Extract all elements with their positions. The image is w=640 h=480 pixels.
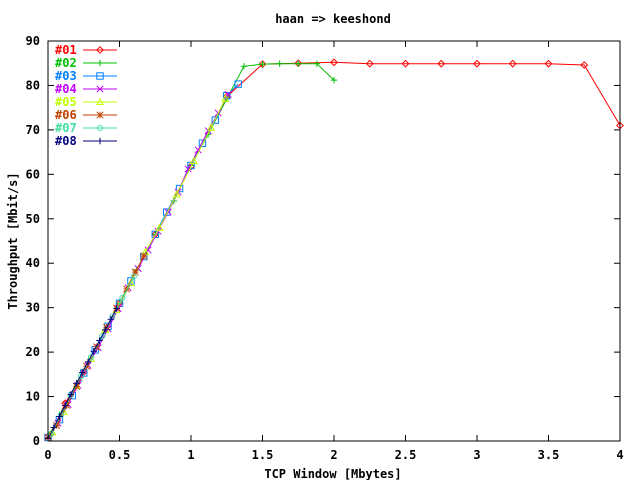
data-point: [198, 139, 207, 147]
x-tick-label: 2: [330, 448, 337, 462]
y-tick-label: 30: [26, 301, 40, 315]
y-tick-label: 40: [26, 256, 40, 270]
data-point: [544, 59, 553, 68]
series-8: [44, 305, 120, 442]
y-tick-label: 10: [26, 390, 40, 404]
data-point: [276, 60, 283, 67]
x-tick-label: 2.5: [395, 448, 417, 462]
legend-marker: [96, 124, 104, 132]
data-point: [90, 348, 97, 355]
legend-label: #07: [55, 121, 77, 135]
legend-label: #04: [55, 82, 77, 96]
data-point: [330, 58, 338, 67]
y-axis-title: Throughput [Mbit/s]: [6, 172, 20, 309]
y-tick-label: 80: [26, 78, 40, 92]
x-tick-label: 0.5: [109, 448, 131, 462]
data-point: [57, 412, 64, 419]
data-point: [189, 156, 198, 165]
x-tick-label: 1.5: [252, 448, 274, 462]
data-point: [437, 59, 446, 68]
data-point: [206, 123, 216, 131]
data-point: [184, 165, 192, 173]
data-point: [56, 413, 63, 420]
legend-label: #03: [55, 69, 77, 83]
legend-marker: [96, 137, 104, 145]
legend-label: #02: [55, 56, 77, 70]
data-point: [580, 61, 589, 69]
legend-label: #05: [55, 95, 77, 109]
legend: #01#02#03#04#05#06#07#08: [55, 43, 117, 148]
data-point: [119, 294, 126, 301]
data-point: [221, 94, 230, 102]
chart-title: haan => keeshond: [275, 12, 391, 26]
legend-marker: [96, 59, 104, 67]
x-tick-label: 1: [187, 448, 194, 462]
data-point: [295, 60, 302, 67]
data-point: [155, 223, 164, 231]
x-tick-label: 4: [616, 448, 623, 462]
y-tick-label: 20: [26, 345, 40, 359]
data-point: [50, 424, 57, 431]
plot-frame: [47, 40, 621, 442]
data-point: [73, 380, 80, 387]
y-tick-label: 0: [33, 434, 40, 448]
data-point: [140, 252, 148, 260]
data-point: [234, 80, 242, 88]
data-point: [102, 326, 109, 334]
data-point: [313, 60, 321, 67]
data-point: [67, 391, 75, 398]
data-point: [99, 333, 106, 340]
data-point: [330, 76, 338, 84]
data-point: [365, 59, 374, 68]
y-tick-label: 60: [26, 167, 40, 181]
data-point: [84, 358, 92, 366]
data-point: [87, 354, 94, 361]
data-point: [107, 316, 115, 323]
legend-marker: [96, 85, 104, 93]
legend-marker: [96, 111, 104, 119]
y-tick-label: 90: [26, 34, 40, 48]
y-tick-label: 50: [26, 212, 40, 226]
data-point: [79, 369, 86, 376]
data-point: [240, 63, 248, 70]
data-point: [473, 59, 481, 68]
legend-label: #08: [55, 134, 77, 148]
data-point: [131, 268, 139, 276]
legend-label: #06: [55, 108, 77, 122]
data-point: [130, 273, 137, 280]
legend-marker: [96, 72, 104, 80]
data-series: [44, 58, 624, 442]
x-tick-label: 3: [473, 448, 480, 462]
data-point: [401, 59, 410, 68]
data-point: [144, 246, 152, 254]
data-point: [113, 305, 120, 312]
data-point: [508, 59, 517, 68]
legend-label: #01: [55, 43, 77, 57]
data-point: [96, 337, 103, 344]
x-tick-label: 3.5: [538, 448, 560, 462]
data-point: [53, 421, 61, 429]
x-axis-title: TCP Window [Mbytes]: [264, 467, 401, 480]
x-tick-label: 0: [44, 448, 51, 462]
data-point: [172, 190, 181, 198]
data-point: [77, 373, 84, 380]
y-tick-label: 70: [26, 123, 40, 137]
legend-marker: [96, 46, 104, 54]
data-point: [259, 60, 266, 68]
legend-marker: [95, 97, 105, 106]
data-point: [61, 402, 69, 409]
data-point: [175, 184, 184, 193]
data-point: [211, 116, 220, 124]
